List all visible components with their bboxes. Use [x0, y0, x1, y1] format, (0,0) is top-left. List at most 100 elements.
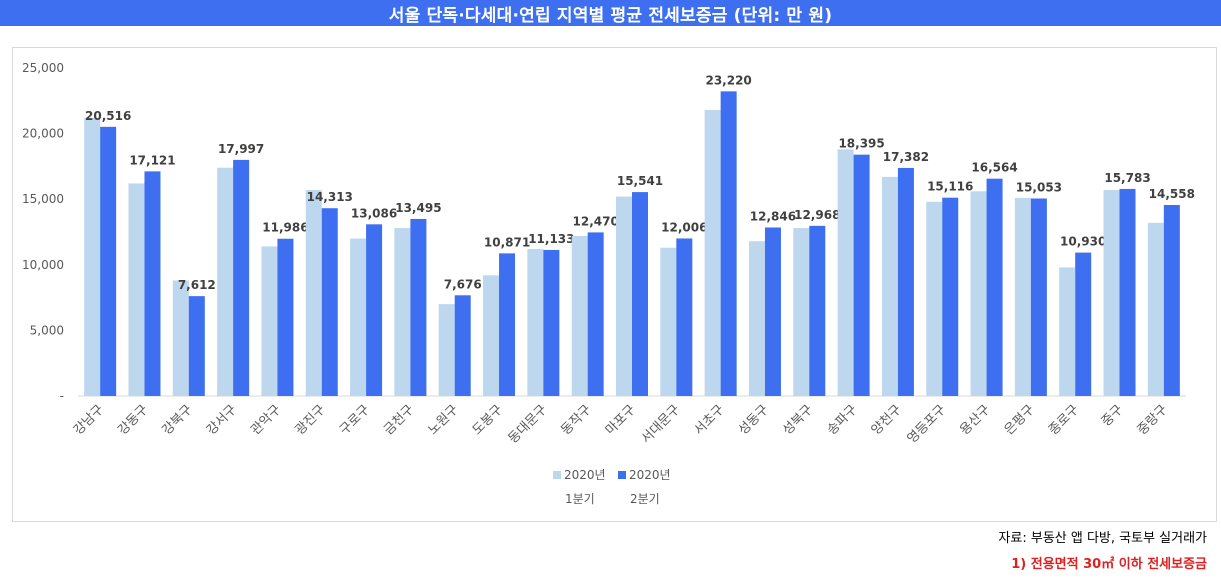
bar-q2 — [233, 159, 250, 396]
legend-label: 2020년 — [564, 468, 606, 482]
legend-label: 1분기 — [565, 492, 595, 506]
x-tick-label: 금천구 — [381, 402, 417, 438]
bar-q1 — [837, 149, 854, 396]
bar-q1 — [527, 249, 544, 396]
x-tick-label: 성북구 — [780, 402, 816, 438]
bar-q1 — [483, 275, 500, 396]
bar-q1 — [172, 280, 189, 396]
y-tick-label: - — [60, 389, 64, 403]
bar-q2 — [720, 91, 737, 396]
data-label: 12,006 — [661, 220, 707, 234]
data-label: 12,968 — [794, 208, 840, 222]
bar-q2 — [410, 218, 427, 396]
x-tick-label: 종로구 — [1046, 402, 1082, 438]
x-tick-label: 강서구 — [204, 402, 240, 438]
bar-q1 — [926, 201, 943, 396]
bar-q2 — [543, 249, 560, 396]
bar-q2 — [499, 253, 516, 396]
bar-q1 — [704, 109, 721, 396]
data-label: 12,470 — [573, 214, 619, 228]
y-tick-label: 5,000 — [30, 323, 64, 337]
x-tick-label: 강동구 — [115, 402, 151, 438]
footnote: 1) 전용면적 30㎡ 이하 전세보증금 — [1011, 557, 1207, 572]
bar-q2 — [853, 154, 870, 396]
bar-q1 — [350, 238, 367, 396]
bar-q2 — [587, 232, 604, 396]
data-label: 23,220 — [705, 73, 751, 87]
x-tick-label: 동작구 — [559, 402, 595, 438]
bar-q1 — [748, 241, 765, 396]
bar-q1 — [660, 247, 677, 396]
bar-q1 — [1103, 190, 1120, 396]
chart-frame: - 5,000 10,000 15,000 20,000 25,000 20,516 강남구 1… — [12, 47, 1217, 522]
source-note: 자료: 부동산 앱 다방, 국토부 실거래가 — [998, 531, 1207, 546]
data-label: 11,986 — [262, 221, 308, 235]
y-tick-label: 15,000 — [22, 192, 64, 206]
bar-q1 — [881, 176, 898, 396]
x-tick-label: 서대문구 — [639, 402, 683, 446]
chart-title: 서울 단독·다세대·연립 지역별 평균 전세보증금 (단위: 만 원) — [388, 5, 833, 26]
y-tick-label: 10,000 — [22, 258, 64, 272]
x-tick-label: 서초구 — [691, 402, 727, 438]
bar-q1 — [84, 117, 101, 396]
data-label: 13,495 — [395, 201, 441, 215]
data-label: 7,612 — [178, 278, 216, 292]
data-label: 10,871 — [484, 235, 530, 249]
bar-q1 — [1014, 197, 1031, 396]
chart-title-bar: 서울 단독·다세대·연립 지역별 평균 전세보증금 (단위: 만 원) — [0, 0, 1221, 26]
x-tick-label: 도봉구 — [470, 402, 506, 438]
data-label: 16,564 — [971, 161, 1017, 175]
data-label: 17,121 — [129, 153, 175, 167]
x-tick-label: 영등포구 — [905, 402, 949, 446]
legend-swatch — [553, 471, 561, 479]
bar-q2 — [1119, 188, 1136, 396]
data-label: 15,541 — [617, 174, 663, 188]
x-tick-label: 중구 — [1099, 402, 1127, 430]
bar-q2 — [366, 224, 383, 396]
bar-q1 — [261, 246, 278, 396]
bar-q2 — [676, 238, 693, 396]
bar-q1 — [1147, 222, 1164, 396]
bar-q1 — [394, 228, 411, 396]
bar-q2 — [1030, 198, 1047, 396]
bar-q2 — [1163, 204, 1180, 396]
data-label: 18,395 — [838, 137, 884, 151]
data-label: 14,313 — [307, 190, 353, 204]
bar-q2 — [764, 227, 781, 396]
bar-q2 — [1075, 252, 1092, 396]
x-tick-label: 관악구 — [248, 402, 284, 438]
bar-q2 — [632, 192, 648, 396]
data-label: 15,783 — [1104, 171, 1150, 185]
x-tick-label: 마포구 — [603, 402, 639, 438]
bar-q1 — [438, 304, 455, 396]
bar-q1 — [793, 228, 810, 396]
x-tick-label: 성동구 — [736, 402, 772, 438]
data-label: 7,676 — [444, 277, 482, 291]
bar-q2 — [277, 238, 294, 396]
data-label: 14,558 — [1149, 187, 1195, 201]
x-tick-label: 송파구 — [824, 402, 860, 438]
legend-label: 2020년 — [629, 468, 671, 482]
x-tick-label: 양천구 — [869, 402, 905, 438]
bar-q1 — [1059, 267, 1076, 396]
bar-q2 — [809, 225, 826, 396]
data-label: 15,116 — [927, 180, 973, 194]
y-tick-label: 25,000 — [22, 61, 64, 75]
x-tick-label: 구로구 — [337, 402, 373, 438]
x-tick-label: 광진구 — [293, 402, 329, 438]
bar-q2 — [942, 197, 959, 396]
bar-q2 — [986, 178, 1003, 396]
bar-q1 — [616, 196, 632, 396]
bar-q1 — [128, 183, 145, 396]
data-label: 20,516 — [85, 109, 131, 123]
bar-q1 — [217, 167, 234, 396]
bar-q1 — [305, 190, 322, 396]
legend-label: 2분기 — [630, 492, 660, 506]
x-tick-label: 용산구 — [957, 402, 993, 438]
bar-q2 — [144, 171, 161, 396]
bar-q1 — [571, 235, 588, 396]
x-tick-label: 강북구 — [160, 402, 196, 438]
x-tick-label: 노원구 — [426, 402, 462, 438]
bar-q2 — [897, 167, 914, 396]
bar-q2 — [454, 295, 471, 396]
